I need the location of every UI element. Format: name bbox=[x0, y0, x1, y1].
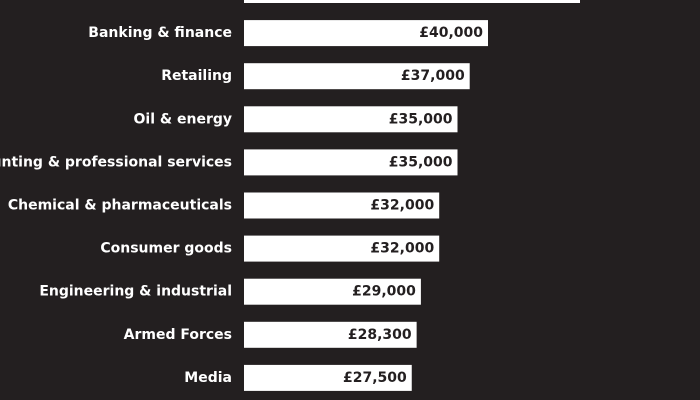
bar bbox=[244, 0, 580, 3]
category-label: Retailing bbox=[161, 68, 232, 84]
bar bbox=[244, 235, 440, 262]
category-label: Accounting & professional services bbox=[0, 154, 232, 170]
value-label: £28,300 bbox=[348, 327, 412, 343]
category-label: Media bbox=[184, 370, 232, 386]
bar bbox=[244, 278, 421, 305]
value-label: £35,000 bbox=[389, 111, 453, 127]
bar bbox=[244, 20, 488, 47]
value-label: £32,000 bbox=[370, 198, 434, 214]
bar bbox=[244, 364, 412, 391]
bar bbox=[244, 63, 470, 90]
category-label: Oil & energy bbox=[134, 111, 232, 127]
category-label: Chemical & pharmaceuticals bbox=[8, 198, 232, 214]
category-label: Banking & finance bbox=[88, 25, 232, 41]
bar bbox=[244, 106, 458, 133]
value-label: £29,000 bbox=[352, 284, 416, 300]
value-label: £27,500 bbox=[343, 370, 407, 386]
value-label: £32,000 bbox=[370, 241, 434, 257]
value-label: £35,000 bbox=[389, 154, 453, 170]
value-label: £40,000 bbox=[419, 25, 483, 41]
bar bbox=[244, 149, 458, 176]
value-label: £37,000 bbox=[401, 68, 465, 84]
category-label: Engineering & industrial bbox=[39, 284, 232, 300]
category-label: Consumer goods bbox=[100, 241, 232, 257]
bar bbox=[244, 192, 440, 219]
category-label: Armed Forces bbox=[124, 327, 232, 343]
bar bbox=[244, 321, 417, 348]
